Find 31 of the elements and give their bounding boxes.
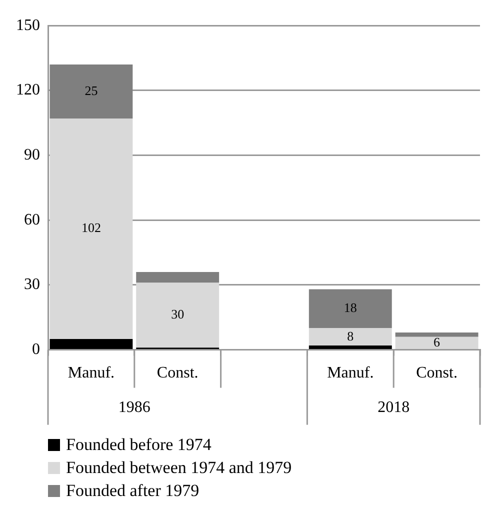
bar: [50, 338, 133, 350]
x-tick-label: Const.: [416, 364, 458, 382]
text: 1986: [118, 399, 150, 416]
data-label: 6: [434, 334, 441, 350]
bar: [308, 289, 392, 328]
legend-label: Founded between 1974 and 1979: [66, 458, 292, 478]
y-tick-label: 0: [32, 341, 40, 358]
legend-label: Founded after 1979: [66, 480, 200, 500]
bar: [308, 328, 392, 346]
bar: [50, 64, 133, 119]
y-tick-label: 90: [24, 146, 40, 164]
y-tick-label: 60: [24, 211, 40, 228]
legend-label: Founded before 1974: [66, 434, 212, 454]
y-tick-label: 150: [16, 16, 40, 34]
text: 2018: [378, 399, 410, 416]
x-tick-label: Manuf.: [68, 364, 115, 382]
bar: [395, 336, 478, 350]
y-tick-label: 30: [24, 276, 40, 294]
data-label: 25: [84, 82, 98, 98]
data-label: 8: [347, 328, 354, 344]
bar: [136, 282, 220, 348]
data-label: 102: [81, 220, 101, 236]
bar: [308, 345, 392, 350]
x-tick-label: Const.: [156, 364, 198, 382]
bar: [136, 272, 220, 283]
data-label: 30: [171, 306, 184, 322]
x-tick-label: Manuf.: [327, 364, 374, 382]
bar: [395, 332, 478, 337]
bar: [50, 118, 133, 339]
y-tick-label: 120: [16, 82, 40, 99]
data-label: 18: [344, 300, 357, 316]
